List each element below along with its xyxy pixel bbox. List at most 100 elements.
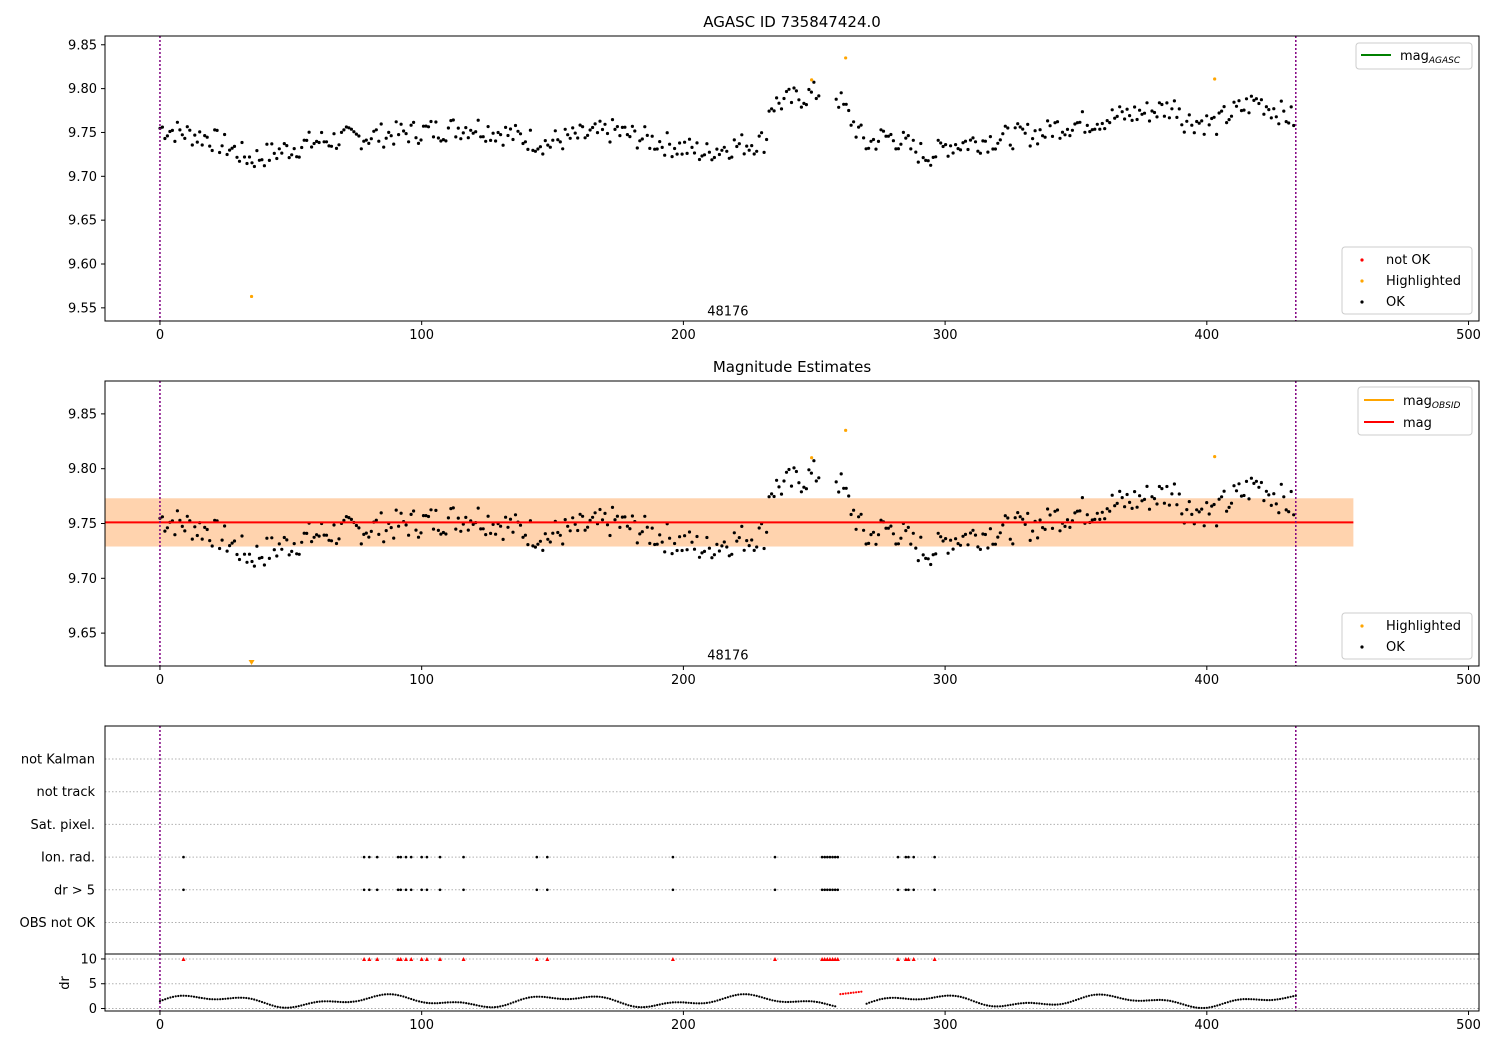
x-tick-label: 200: [671, 673, 696, 688]
dr-point: [289, 1006, 292, 1009]
dr-point: [1014, 1002, 1017, 1006]
ok-point: [904, 529, 908, 533]
ok-point: [1232, 100, 1236, 104]
dr-point: [232, 996, 235, 1000]
ok-point: [1100, 510, 1104, 514]
ok-point: [486, 514, 490, 518]
ok-point: [225, 152, 229, 157]
ok-point: [675, 152, 679, 156]
ok-point: [511, 137, 515, 142]
dr-point: [1124, 998, 1127, 1001]
ok-point: [886, 526, 891, 530]
panel-dr-frame: [104, 953, 1480, 1012]
ok-point: [804, 103, 809, 107]
dr-not-ok-point: [855, 991, 858, 994]
flag-point: [375, 888, 379, 892]
x-tick-label: 300: [933, 673, 958, 688]
ok-point: [968, 138, 973, 142]
dr-point: [1059, 1003, 1062, 1006]
ok-point: [670, 155, 674, 159]
ok-point: [1041, 134, 1045, 138]
dr-point: [834, 1005, 837, 1008]
ok-point: [1277, 122, 1281, 126]
dr-point: [1095, 993, 1098, 996]
ok-point: [315, 139, 319, 143]
panel-agasc-legend-lower: not OK Highlighted OK: [1341, 246, 1473, 315]
dr-point: [331, 1000, 334, 1003]
ok-point: [737, 142, 741, 146]
ok-point: [1172, 99, 1176, 103]
ok-point: [180, 524, 184, 529]
ok-point: [598, 119, 602, 123]
ok-point: [655, 542, 659, 546]
ok-point: [1026, 511, 1030, 515]
dr-point: [572, 997, 575, 1000]
dr-point: [734, 994, 737, 997]
dr-point: [1051, 1003, 1054, 1006]
ok-point: [1080, 110, 1084, 114]
panel-magnitude-obsid-label: 48176: [707, 648, 748, 663]
dr-point: [1245, 998, 1248, 1001]
flag-point: [823, 855, 827, 859]
dr-point: [169, 996, 172, 999]
ok-point: [240, 534, 244, 538]
ok-point: [379, 511, 383, 515]
ok-point: [218, 546, 222, 551]
dr-point: [726, 996, 730, 999]
ok-point: [230, 541, 234, 545]
dr-point: [305, 1003, 308, 1006]
ok-point: [668, 536, 672, 540]
ok-point: [1267, 493, 1271, 497]
ok-point: [817, 476, 821, 480]
ok-point: [404, 132, 408, 136]
x-tick-label: 100: [409, 328, 434, 343]
dr-point: [488, 1006, 491, 1009]
ok-point: [518, 132, 523, 136]
dr-point: [179, 994, 182, 997]
dr-point: [747, 993, 750, 996]
ok-point: [225, 549, 229, 553]
ok-point: [1023, 522, 1027, 527]
flag-row-label: Ion. rad.: [41, 851, 95, 866]
flag-point: [907, 855, 910, 859]
ok-point: [1093, 517, 1097, 522]
dr-point: [483, 1005, 486, 1008]
dr-point: [1216, 1004, 1219, 1007]
ok-point: [456, 126, 460, 130]
dr-point: [1153, 999, 1156, 1002]
ok-point: [1192, 131, 1196, 135]
ok-point: [1078, 120, 1082, 124]
dr-point: [509, 1002, 512, 1005]
ok-point: [290, 153, 294, 157]
ok-point: [867, 146, 871, 150]
dr-point: [496, 1005, 499, 1009]
dr-point: [339, 1000, 342, 1004]
dr-point: [802, 1000, 805, 1003]
ok-point: [185, 514, 189, 518]
ok-point: [660, 540, 664, 544]
ok-point: [700, 154, 704, 158]
dr-point: [1150, 999, 1153, 1002]
ok-point: [595, 131, 600, 135]
ok-point: [389, 134, 393, 138]
ok-point: [334, 541, 339, 546]
dr-point: [394, 993, 397, 996]
dr-point: [684, 1001, 688, 1004]
ok-point: [919, 141, 923, 146]
dr-point: [465, 1002, 468, 1005]
ok-point: [255, 544, 259, 548]
ok-point: [603, 122, 607, 126]
ok-point: [190, 537, 194, 541]
ok-point: [757, 134, 761, 138]
dr-point: [420, 1000, 423, 1004]
ok-point: [573, 522, 577, 526]
ok-point: [1175, 503, 1179, 507]
highlighted-point: [810, 456, 814, 460]
dr-point: [514, 1000, 518, 1003]
dr-point: [970, 999, 973, 1002]
ok-point: [446, 126, 450, 130]
ok-point: [183, 136, 187, 140]
dr-point: [1276, 998, 1279, 1001]
dr-point: [1132, 999, 1135, 1002]
ok-point: [854, 527, 858, 531]
